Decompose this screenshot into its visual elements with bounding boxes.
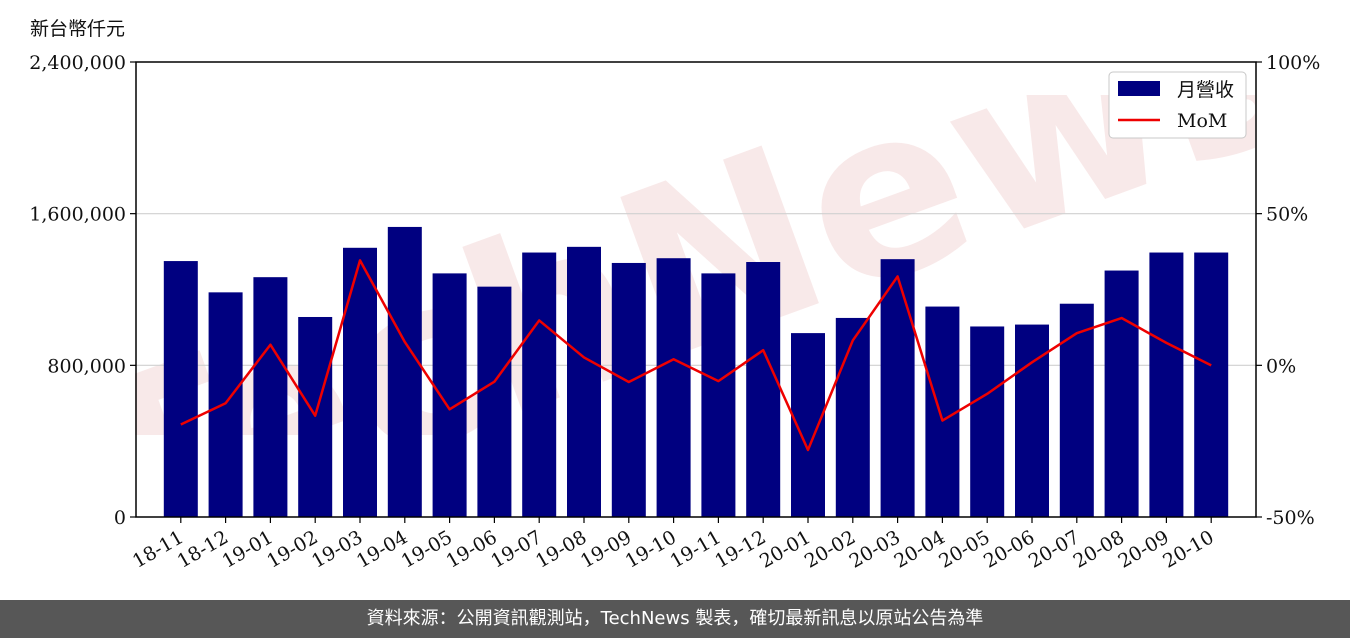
mom-line [180,259,1212,452]
revenue-bar [343,247,377,517]
y-right-tick-label: 0% [1266,355,1296,377]
revenue-bar [432,273,467,517]
line-series [180,259,1212,452]
y-left-tick-label: 0 [114,507,126,529]
x-tick-label: 20-10 [1159,526,1217,572]
x-tick-label: 19-04 [353,526,411,572]
x-tick-label: 18-12 [174,526,232,572]
y-left-tick-label: 2,400,000 [29,52,126,74]
revenue-bar [970,326,1005,517]
legend-bar-swatch [1118,81,1160,96]
y-right-tick-label: 50% [1266,204,1308,226]
x-axis: 18-1118-1219-0119-0219-0319-0419-0519-06… [129,517,1218,573]
revenue-bar [208,292,243,517]
x-tick-label: 20-04 [890,526,948,572]
revenue-bar [701,273,736,517]
revenue-bar [253,277,288,517]
x-tick-label: 19-06 [442,526,500,572]
y-axis-left: 0 800,000 1,600,000 2,400,000 [29,52,136,529]
revenue-bar [1015,324,1049,517]
revenue-bar [298,316,333,517]
x-tick-label: 20-08 [1070,526,1128,572]
legend-label-mom: MoM [1177,110,1227,132]
x-tick-label: 19-12 [711,526,769,572]
source-footer: 資料來源：公開資訊觀測站，TechNews 製表，確切最新訊息以原站公告為準 [0,600,1350,638]
revenue-bar [163,261,198,517]
revenue-bar [387,226,422,517]
revenue-bar [656,258,691,517]
x-tick-label: 19-03 [308,526,366,572]
x-tick-label: 19-11 [666,526,724,572]
y-left-tick-label: 800,000 [47,355,126,377]
x-tick-label: 19-10 [622,526,680,572]
x-tick-label: 20-02 [801,526,859,572]
plot-frame [135,61,1257,518]
legend-label-revenue: 月營收 [1177,79,1234,101]
bar-series [163,226,1229,517]
x-tick-label: 20-06 [980,526,1038,572]
y-axis-unit-label: 新台幣仟元 [30,18,126,40]
revenue-bar [925,306,960,517]
revenue-chart: 0 800,000 1,600,000 2,400,000 -50% 0% 50% 100%… [29,52,1320,573]
x-tick-label: 19-07 [487,526,545,572]
revenue-bar [477,286,512,517]
y-right-tick-label: 100% [1266,52,1320,74]
revenue-bar [611,262,646,517]
revenue-bar [522,252,557,517]
revenue-bar [1149,252,1184,517]
x-tick-label: 18-11 [129,526,187,572]
y-axis-right: -50% 0% 50% 100% [1256,52,1320,529]
revenue-bar [746,262,781,517]
y-right-tick-label: -50% [1266,507,1315,529]
x-tick-label: 20-05 [935,526,993,572]
revenue-bar [1059,303,1094,517]
x-tick-label: 19-08 [532,526,590,572]
x-tick-label: 19-05 [398,526,456,572]
y-left-tick-label: 1,600,000 [29,204,126,226]
x-tick-label: 20-07 [1025,526,1083,572]
x-tick-label: 20-01 [756,526,814,572]
revenue-bar [1194,252,1229,517]
x-tick-label: 20-03 [846,526,904,572]
x-tick-label: 19-01 [218,526,276,572]
revenue-bar [835,317,870,517]
chart-legend: 月營收 MoM [1108,71,1247,139]
revenue-bar [1104,270,1139,517]
x-tick-label: 19-02 [263,526,321,572]
x-tick-label: 19-09 [577,526,635,572]
revenue-bar [567,246,601,517]
x-tick-label: 20-09 [1114,526,1172,572]
revenue-bar [880,259,915,517]
